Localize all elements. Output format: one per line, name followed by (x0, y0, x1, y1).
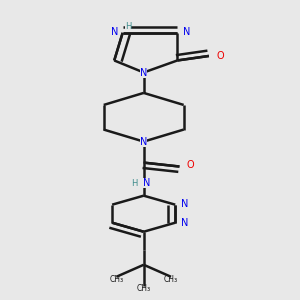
Text: N: N (183, 27, 190, 37)
Text: H: H (131, 178, 138, 188)
Text: CH₃: CH₃ (109, 275, 123, 284)
Text: CH₃: CH₃ (136, 284, 151, 293)
Text: N: N (142, 178, 150, 188)
Text: N: N (140, 68, 147, 78)
Text: H: H (125, 22, 131, 31)
Text: O: O (186, 160, 194, 170)
Text: CH₃: CH₃ (164, 275, 178, 284)
Text: N: N (181, 218, 188, 228)
Text: O: O (216, 51, 224, 61)
Text: N: N (111, 27, 119, 37)
Text: N: N (140, 136, 147, 147)
Text: N: N (181, 199, 188, 209)
